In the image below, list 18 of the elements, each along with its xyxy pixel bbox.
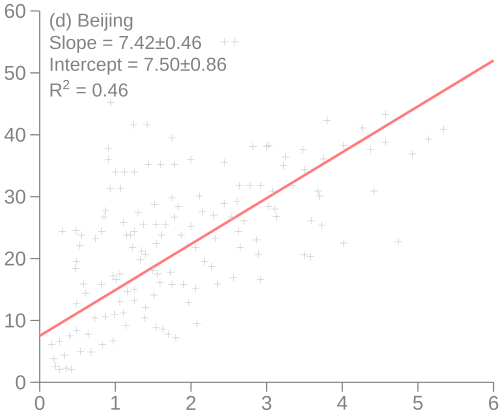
x-tick-label: 6 bbox=[489, 396, 498, 410]
y-tick-label: 60 bbox=[4, 4, 26, 18]
x-tick-label: 2 bbox=[186, 396, 196, 410]
y-tick-label: 10 bbox=[5, 313, 26, 328]
y-tick-label: 0 bbox=[16, 375, 26, 390]
x-tick-label: 4 bbox=[337, 396, 348, 410]
annotation: R$^{2}$ = 0.46 bbox=[50, 80, 128, 97]
x-tick-label: 0 bbox=[34, 396, 44, 410]
annotation: Intercept = 7.50±0.86 bbox=[50, 58, 226, 75]
y-tick-label: 20 bbox=[4, 251, 26, 266]
annotation: Slope = 7.42±0.46 bbox=[50, 35, 202, 53]
annotation: (d) Beijing bbox=[50, 13, 132, 31]
x-tick-label: 1 bbox=[111, 396, 120, 410]
y-tick-label: 30 bbox=[4, 190, 26, 204]
y-tick-label: 50 bbox=[4, 66, 26, 80]
y-tick-label: 40 bbox=[4, 128, 26, 142]
x-tick-label: 3 bbox=[262, 396, 272, 410]
x-tick-label: 5 bbox=[413, 396, 423, 410]
